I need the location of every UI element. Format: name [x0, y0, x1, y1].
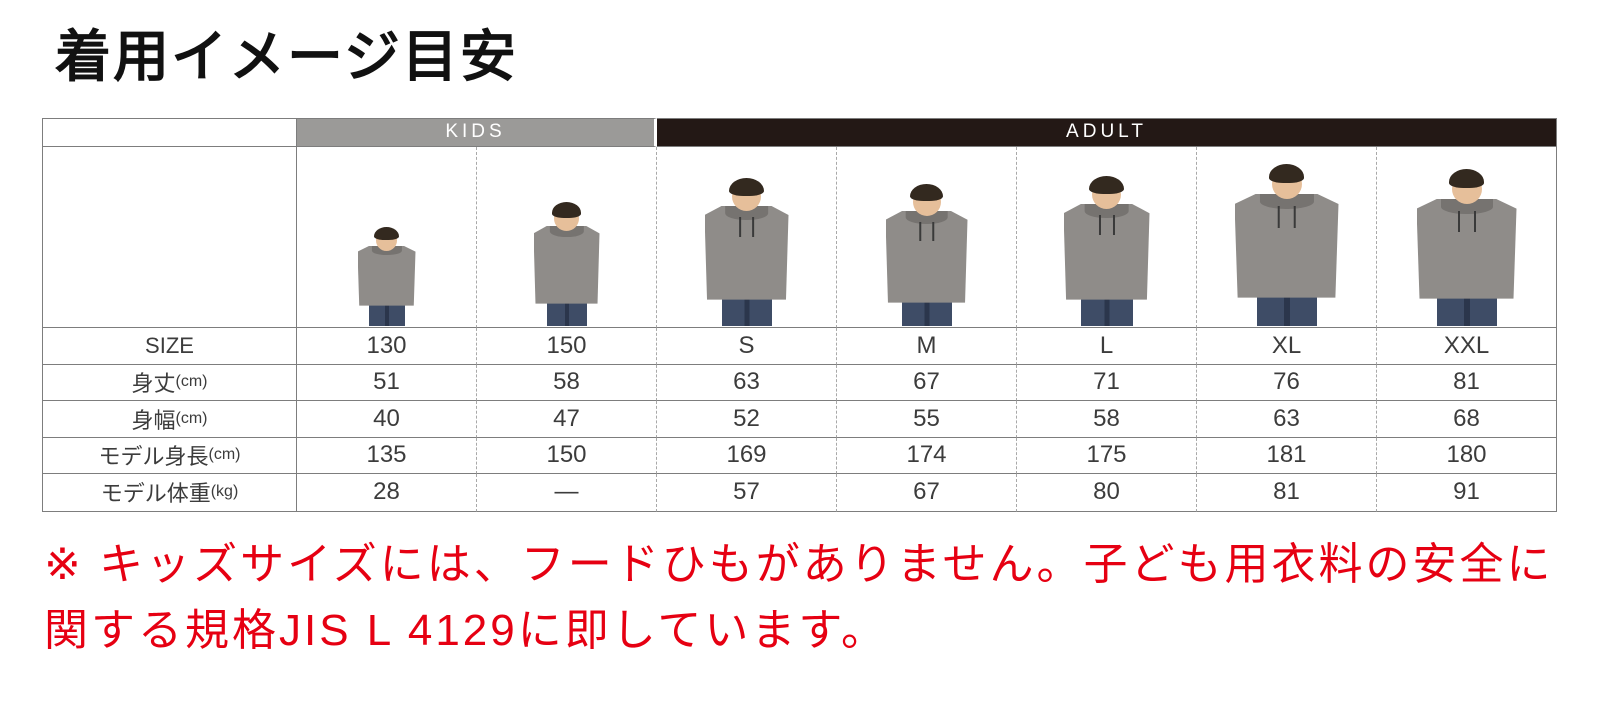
photo-row-label-cell	[42, 146, 297, 328]
hoodie-torso	[533, 225, 600, 304]
table-cell: 28	[297, 473, 477, 512]
drawstring-icon	[1098, 215, 1115, 236]
table-cell: 55	[837, 400, 1017, 438]
group-header-kids: KIDS	[297, 117, 657, 147]
hoodie-torso	[704, 205, 789, 300]
hoodie-torso	[1416, 198, 1517, 299]
kids-safety-note: ※ キッズサイズには、フードひもがありません。子ども用衣料の安全に関する規格JI…	[44, 539, 1554, 655]
table-cell: 58	[1017, 400, 1197, 438]
model-photo-l	[1017, 146, 1197, 328]
table-cell: 180	[1377, 437, 1557, 474]
row-label-text: モデル身長	[98, 444, 209, 470]
table-cell: 67	[837, 364, 1017, 401]
table-cell: 91	[1377, 473, 1557, 512]
drawstring-icon	[738, 216, 755, 237]
table-cell: 71	[1017, 364, 1197, 401]
hoodie-torso	[1063, 203, 1150, 300]
model-photo-m	[837, 146, 1017, 328]
size-value: XL	[1197, 327, 1377, 365]
model-figure	[1063, 175, 1150, 326]
table-cell: 52	[657, 400, 837, 438]
table-cell: 150	[477, 437, 657, 474]
model-head	[1268, 164, 1305, 199]
row-unit: (cm)	[208, 446, 241, 464]
table-cell: 67	[837, 473, 1017, 512]
table-cell: 57	[657, 473, 837, 512]
model-figure	[533, 202, 600, 326]
drawstring-icon	[918, 221, 935, 241]
model-head	[1089, 175, 1124, 209]
model-head	[374, 226, 399, 251]
size-value: XXL	[1377, 327, 1557, 365]
table-cell: —	[477, 473, 657, 512]
corner-cell	[42, 117, 297, 147]
table-cell: 181	[1197, 437, 1377, 474]
model-photo-150	[477, 146, 657, 328]
table-cell: 68	[1377, 400, 1557, 438]
group-header-adult: ADULT	[657, 117, 1557, 147]
hoodie-torso	[357, 245, 416, 306]
row-label-text: 身幅	[131, 407, 176, 433]
model-figure	[1416, 169, 1517, 326]
drawstring-icon	[1277, 206, 1296, 228]
size-value: 150	[477, 327, 657, 365]
row-label-body-length: 身丈 (cm)	[42, 364, 297, 401]
table-cell: 81	[1197, 473, 1377, 512]
model-figure	[357, 226, 416, 326]
table-cell: 63	[657, 364, 837, 401]
row-label-model-weight: モデル体重 (kg)	[42, 473, 297, 512]
model-head	[1448, 169, 1485, 204]
table-cell: 81	[1377, 364, 1557, 401]
row-unit: (kg)	[210, 483, 239, 501]
row-label-model-height: モデル身長 (cm)	[42, 437, 297, 474]
table-cell: 175	[1017, 437, 1197, 474]
model-photo-xl	[1197, 146, 1377, 328]
model-figure	[1234, 164, 1339, 326]
model-figure	[885, 183, 968, 326]
table-cell: 80	[1017, 473, 1197, 512]
size-table: KIDS ADULT	[42, 117, 1557, 512]
model-head	[551, 202, 582, 231]
size-value: 130	[297, 327, 477, 365]
hoodie-torso	[885, 210, 968, 303]
table-cell: 135	[297, 437, 477, 474]
size-guide-page: 着用イメージ目安 KIDS ADULT	[0, 26, 1600, 726]
model-head	[909, 183, 944, 216]
size-value: S	[657, 327, 837, 365]
size-row-label: SIZE	[42, 327, 297, 365]
table-cell: 174	[837, 437, 1017, 474]
table-cell: 40	[297, 400, 477, 438]
table-cell: 51	[297, 364, 477, 401]
row-label-text: 身丈	[131, 371, 176, 397]
table-cell: 58	[477, 364, 657, 401]
row-label-text: モデル体重	[100, 481, 211, 507]
row-unit: (cm)	[175, 373, 208, 391]
drawstring-icon	[1457, 210, 1476, 232]
hoodie-torso	[1234, 193, 1339, 298]
model-photo-130	[297, 146, 477, 328]
size-value: M	[837, 327, 1017, 365]
row-label-body-width: 身幅 (cm)	[42, 400, 297, 438]
model-figure	[704, 177, 789, 326]
table-cell: 63	[1197, 400, 1377, 438]
table-cell: 169	[657, 437, 837, 474]
table-cell: 76	[1197, 364, 1377, 401]
row-unit: (cm)	[175, 409, 208, 427]
table-cell: 47	[477, 400, 657, 438]
model-photo-xxl	[1377, 146, 1557, 328]
page-title: 着用イメージ目安	[55, 25, 518, 88]
size-value: L	[1017, 327, 1197, 365]
model-photo-s	[657, 146, 837, 328]
model-head	[729, 177, 764, 211]
